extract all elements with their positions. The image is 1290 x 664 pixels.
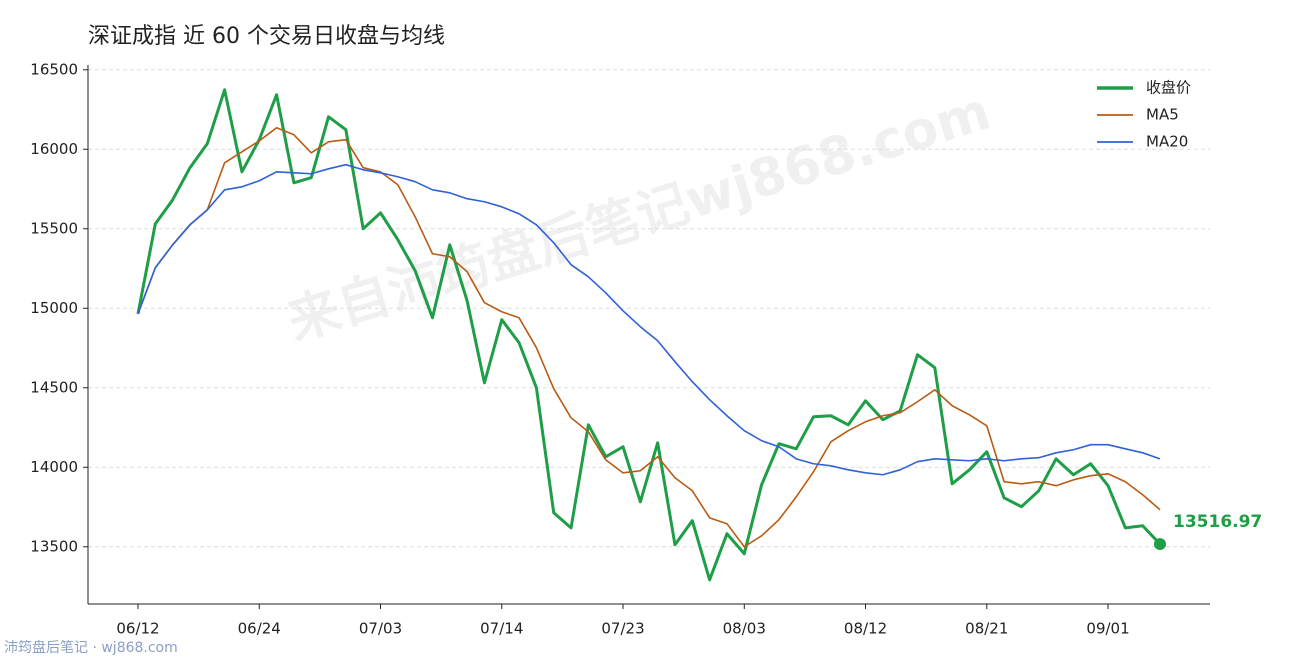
y-tick-label: 15500 bbox=[30, 219, 78, 237]
y-tick-label: 14500 bbox=[30, 378, 78, 396]
y-tick-label: 16000 bbox=[30, 140, 78, 158]
x-tick-label: 06/12 bbox=[116, 620, 159, 638]
line-series bbox=[137, 127, 1161, 548]
y-tick-label: 16500 bbox=[30, 60, 78, 78]
line-series bbox=[137, 163, 1161, 476]
x-tick-label: 07/14 bbox=[480, 620, 523, 638]
last-value-label: 13516.97 bbox=[1173, 512, 1262, 532]
x-tick-label: 08/12 bbox=[844, 620, 887, 638]
legend-label: 收盘价 bbox=[1146, 79, 1191, 97]
last-point bbox=[1154, 538, 1166, 551]
x-tick-label: 08/21 bbox=[965, 620, 1008, 638]
watermark: 来自沛筠盘后笔记wj868.com bbox=[281, 82, 998, 353]
x-tick-label: 08/03 bbox=[723, 620, 766, 638]
y-tick-label: 13500 bbox=[30, 537, 78, 555]
legend-label: MA5 bbox=[1146, 106, 1179, 124]
x-tick-label: 09/01 bbox=[1086, 620, 1129, 638]
legend-label: MA20 bbox=[1146, 133, 1188, 151]
x-tick-label: 07/03 bbox=[359, 620, 402, 638]
x-tick-label: 07/23 bbox=[601, 620, 644, 638]
x-tick-label: 06/24 bbox=[238, 620, 281, 638]
y-tick-label: 15000 bbox=[30, 299, 78, 317]
line-series bbox=[136, 88, 1162, 582]
footer: 沛筠盘后笔记 · wj868.com bbox=[4, 639, 178, 656]
y-tick-label: 14000 bbox=[30, 458, 78, 476]
chart-title: 深证成指 近 60 个交易日收盘与均线 bbox=[88, 24, 445, 49]
